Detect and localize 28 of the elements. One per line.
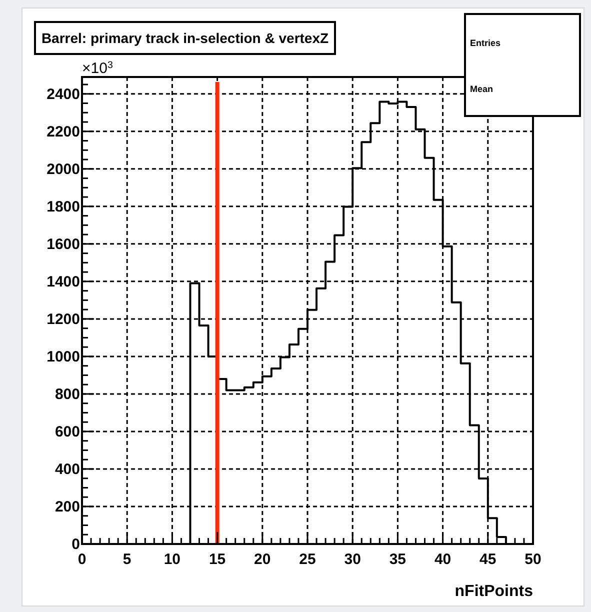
x-tick-label: 10 xyxy=(164,551,181,568)
x-tick-label: 50 xyxy=(524,551,542,568)
chart-title: Barrel: primary track in-selection & vertexZ xyxy=(41,30,329,46)
y-tick-label: 1200 xyxy=(46,310,80,328)
y-axis-title: ×10$^{3}$ xyxy=(82,60,113,77)
x-tick-label: 25 xyxy=(299,551,316,568)
annotation: Mean xyxy=(470,84,494,94)
y-tick-label: 1000 xyxy=(46,348,80,366)
y-tick-label: 2000 xyxy=(46,160,80,178)
y-tick-label: 2400 xyxy=(46,86,80,103)
x-tick-label: 35 xyxy=(389,551,406,568)
x-tick-label: 20 xyxy=(254,551,271,568)
y-tick-label: 600 xyxy=(54,423,80,440)
x-tick-label: 45 xyxy=(480,551,496,568)
text: Entries xyxy=(470,38,501,48)
x-tick-label: 40 xyxy=(434,551,452,568)
y-tick-label: 200 xyxy=(54,498,80,516)
x-tick-label: 30 xyxy=(344,551,361,568)
x-tick-label: 5 xyxy=(122,551,132,568)
y-tick-label: 800 xyxy=(54,386,80,403)
y-tick-label: 1400 xyxy=(46,273,80,290)
y-tick-label: 1600 xyxy=(46,236,80,253)
y-tick-label: 400 xyxy=(54,460,80,478)
x-tick-label: 15 xyxy=(208,551,226,568)
x-axis-title: nFitPoints xyxy=(454,583,534,600)
y-tick-label: 1800 xyxy=(46,198,80,216)
y-tick-label: 0 xyxy=(72,536,80,553)
y-tick-label: 2200 xyxy=(46,123,80,140)
